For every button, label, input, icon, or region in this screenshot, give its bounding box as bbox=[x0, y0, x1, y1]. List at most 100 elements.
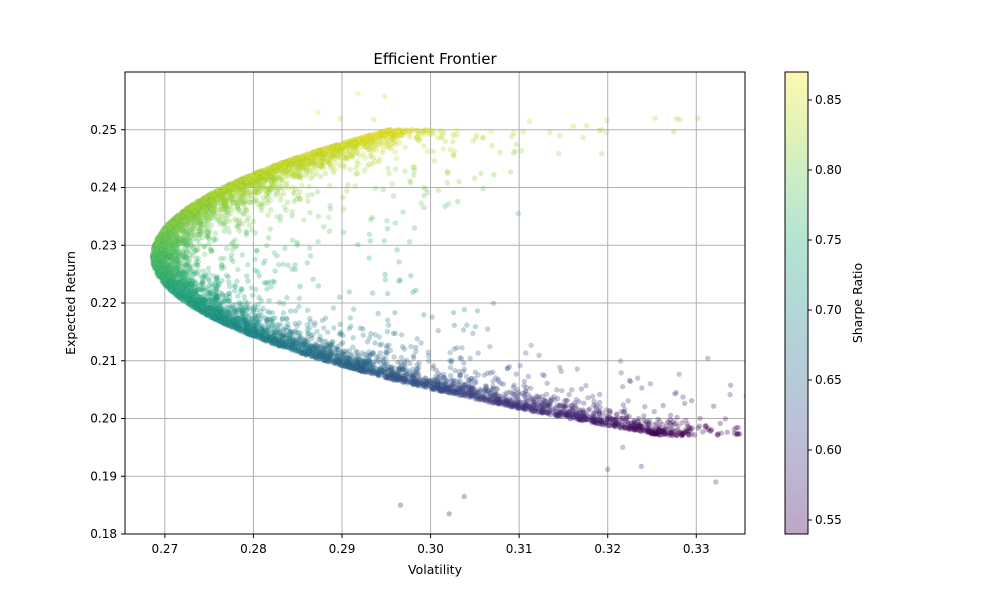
scatter-point bbox=[416, 372, 422, 378]
scatter-point bbox=[169, 278, 176, 285]
scatter-point bbox=[199, 300, 206, 306]
scatter-point bbox=[223, 321, 230, 328]
scatter-point bbox=[277, 192, 284, 199]
scatter-point bbox=[167, 227, 174, 234]
scatter-point bbox=[167, 220, 173, 227]
scatter-point bbox=[195, 304, 201, 311]
scatter-point bbox=[167, 268, 174, 274]
scatter-point bbox=[557, 412, 564, 418]
scatter-point bbox=[361, 167, 368, 174]
scatter-point bbox=[194, 201, 201, 208]
scatter-point bbox=[338, 355, 345, 362]
scatter-point bbox=[662, 430, 668, 437]
scatter-point bbox=[201, 300, 207, 307]
scatter-point bbox=[283, 168, 290, 174]
scatter-point bbox=[221, 228, 228, 235]
scatter-point bbox=[452, 367, 458, 374]
scatter-point bbox=[304, 342, 311, 349]
scatter-point bbox=[755, 425, 760, 430]
scatter-point bbox=[343, 359, 350, 366]
scatter-point bbox=[304, 348, 310, 355]
scatter-point bbox=[488, 387, 495, 393]
scatter-point bbox=[304, 154, 311, 160]
scatter-point bbox=[434, 379, 441, 386]
scatter-point bbox=[172, 219, 178, 226]
scatter-point bbox=[210, 201, 216, 207]
scatter-point bbox=[375, 370, 382, 376]
scatter-point bbox=[889, 423, 894, 428]
scatter-point bbox=[235, 180, 242, 187]
scatter-point bbox=[283, 315, 290, 322]
scatter-point bbox=[255, 329, 261, 336]
scatter-point bbox=[165, 263, 171, 270]
scatter-point bbox=[221, 201, 228, 208]
scatter-point bbox=[251, 320, 258, 327]
scatter-point bbox=[233, 182, 239, 189]
scatter-point bbox=[328, 343, 335, 350]
scatter-point bbox=[248, 179, 255, 186]
scatter-point bbox=[370, 349, 376, 356]
scatter-point bbox=[410, 354, 417, 361]
scatter-point bbox=[232, 180, 239, 186]
scatter-point bbox=[430, 385, 437, 392]
scatter-point bbox=[457, 372, 463, 379]
scatter-point bbox=[438, 135, 445, 141]
scatter-point bbox=[158, 271, 164, 278]
scatter-point bbox=[400, 128, 407, 135]
scatter-point bbox=[330, 169, 337, 176]
scatter-point bbox=[391, 375, 398, 382]
scatter-point bbox=[337, 360, 344, 366]
scatter-point bbox=[155, 238, 162, 244]
scatter-point bbox=[215, 316, 222, 322]
scatter-point bbox=[243, 232, 250, 238]
scatter-point bbox=[222, 311, 229, 317]
scatter-point bbox=[221, 220, 227, 227]
scatter-point bbox=[216, 317, 223, 323]
scatter-point bbox=[355, 361, 362, 367]
scatter-point bbox=[258, 325, 265, 332]
scatter-point bbox=[316, 352, 323, 359]
scatter-point bbox=[463, 384, 470, 391]
scatter-point bbox=[597, 417, 604, 424]
scatter-point bbox=[220, 319, 226, 326]
scatter-point bbox=[178, 281, 185, 288]
scatter-point bbox=[355, 140, 362, 147]
scatter-point bbox=[194, 210, 201, 217]
scatter-point bbox=[154, 250, 161, 256]
scatter-point bbox=[190, 219, 197, 226]
scatter-point bbox=[592, 420, 599, 426]
scatter-point bbox=[580, 410, 586, 417]
scatter-point bbox=[679, 432, 685, 439]
scatter-point bbox=[206, 291, 213, 298]
scatter-point bbox=[259, 172, 266, 179]
scatter-point bbox=[155, 255, 161, 262]
scatter-point bbox=[317, 352, 323, 359]
scatter-point bbox=[171, 284, 177, 291]
scatter-point bbox=[399, 343, 406, 350]
scatter-point bbox=[585, 416, 591, 423]
scatter-point bbox=[177, 279, 184, 286]
scatter-point bbox=[227, 210, 234, 217]
scatter-point bbox=[218, 185, 225, 192]
scatter-point bbox=[161, 272, 168, 279]
scatter-point bbox=[302, 155, 309, 162]
scatter-point bbox=[428, 384, 435, 391]
scatter-point bbox=[269, 176, 276, 183]
scatter-point bbox=[267, 226, 274, 232]
scatter-point bbox=[735, 430, 742, 437]
scatter-point bbox=[255, 301, 261, 308]
scatter-point bbox=[327, 145, 333, 152]
scatter-point bbox=[392, 373, 399, 380]
scatter-point bbox=[425, 349, 432, 355]
scatter-point bbox=[535, 402, 542, 408]
scatter-point bbox=[388, 363, 395, 370]
scatter-point bbox=[287, 157, 293, 164]
scatter-point bbox=[415, 364, 422, 371]
scatter-point bbox=[558, 409, 565, 416]
scatter-point bbox=[160, 268, 167, 275]
scatter-point bbox=[191, 204, 198, 211]
scatter-point bbox=[154, 243, 161, 250]
scatter-point bbox=[439, 388, 446, 394]
scatter-point bbox=[169, 258, 176, 265]
scatter-point bbox=[370, 350, 377, 357]
